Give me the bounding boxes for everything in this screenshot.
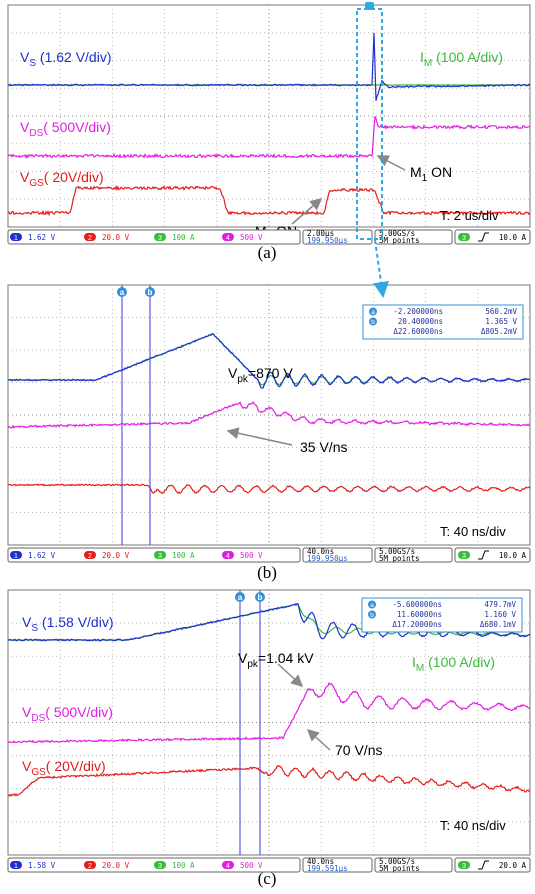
trigger-level: 10.0 A bbox=[499, 233, 527, 242]
label-rest: ( 20V/div) bbox=[46, 758, 106, 774]
waveform-label: 70 V/ns bbox=[335, 742, 382, 758]
scope-panel bbox=[8, 5, 530, 227]
label-rest: ( 20V/div) bbox=[44, 169, 104, 185]
position: 199.950µs bbox=[307, 554, 348, 563]
label-rest: (100 A/div) bbox=[432, 49, 503, 65]
trigger-level: 20.0 A bbox=[499, 861, 527, 870]
channel-id: 1 bbox=[14, 553, 18, 560]
label-main: 35 V/ns bbox=[300, 439, 347, 455]
label-sub: GS bbox=[29, 178, 44, 189]
timebase: T: 40 ns/div bbox=[440, 524, 506, 539]
cursor-marker-label: a bbox=[238, 593, 243, 602]
position: 199.950µs bbox=[307, 236, 348, 245]
channel-scale: 100 A bbox=[172, 233, 195, 242]
record-length: 5M points bbox=[379, 864, 420, 873]
label-rest: ( 500V/div) bbox=[45, 704, 113, 720]
timebase: T: 40 ns/div bbox=[440, 818, 506, 833]
channel-id: 3 bbox=[158, 235, 162, 242]
trigger-source: 3 bbox=[462, 863, 466, 870]
channel-scale: 100 A bbox=[172, 551, 195, 560]
cursor-marker-label: b bbox=[371, 319, 375, 326]
channel-id: 2 bbox=[88, 553, 92, 560]
channel-scale: 500 V bbox=[240, 551, 263, 560]
waveform-label: 35 V/ns bbox=[300, 439, 347, 455]
cursor-marker-label: b bbox=[258, 593, 263, 602]
label-rest: (100 A/div) bbox=[424, 654, 495, 670]
cursor-marker-label: a bbox=[371, 309, 375, 316]
label-sub: M bbox=[416, 663, 424, 674]
label-rest: (1.58 V/div) bbox=[38, 614, 113, 630]
readout-value: 560.2mV bbox=[485, 307, 517, 316]
channel-id: 2 bbox=[88, 863, 92, 870]
channel-id: 1 bbox=[14, 863, 18, 870]
channel-scale: 1.62 V bbox=[28, 551, 56, 560]
label-rest: ON bbox=[427, 164, 452, 180]
trigger-source: 3 bbox=[462, 553, 466, 560]
readout-time: -5.600000ns bbox=[392, 600, 442, 609]
channel-scale: 100 A bbox=[172, 861, 195, 870]
readout-time: 11.60000ns bbox=[397, 610, 442, 619]
label-rest: =870 V bbox=[248, 365, 293, 381]
channel-scale: 500 V bbox=[240, 233, 263, 242]
trigger-source: 3 bbox=[462, 235, 466, 242]
readout-value: Δ680.1mV bbox=[480, 620, 517, 629]
readout-value: 1.365 V bbox=[485, 317, 517, 326]
label-sub: DS bbox=[29, 128, 43, 139]
caption: (c) bbox=[258, 869, 277, 888]
readout-time: -2.200000ns bbox=[393, 307, 443, 316]
record-length: 5M points bbox=[379, 554, 420, 563]
trigger-marker bbox=[365, 2, 374, 10]
readout-value: 479.7mV bbox=[484, 600, 516, 609]
figure: VS (1.62 V/div)IM (100 A/div)VDS( 500V/d… bbox=[0, 0, 535, 894]
status-bar: 11.62 V220.0 V3100 A4500 V40.0ns199.950µ… bbox=[8, 547, 530, 563]
label-rest: =1.04 kV bbox=[258, 650, 314, 666]
channel-scale: 20.0 V bbox=[102, 551, 130, 560]
label-rest: (1.62 V/div) bbox=[36, 49, 111, 65]
readout-value: 1.160 V bbox=[484, 610, 516, 619]
channel-id: 4 bbox=[226, 553, 230, 560]
label-sub: M bbox=[424, 58, 432, 69]
trigger-level: 10.0 A bbox=[499, 551, 527, 560]
channel-scale: 20.0 V bbox=[102, 861, 130, 870]
timebase: T: 2 us/div bbox=[440, 208, 499, 223]
readout-time: Δ17.20000ns bbox=[392, 620, 442, 629]
channel-id: 3 bbox=[158, 863, 162, 870]
channel-scale: 20.0 V bbox=[102, 233, 130, 242]
channel-id: 4 bbox=[226, 863, 230, 870]
label-main: M bbox=[410, 164, 422, 180]
label-rest: ( 500V/div) bbox=[43, 119, 111, 135]
cursor-marker-label: b bbox=[148, 288, 153, 297]
label-main: 70 V/ns bbox=[335, 742, 382, 758]
cursor-marker-label: a bbox=[120, 288, 125, 297]
channel-id: 1 bbox=[14, 235, 18, 242]
channel-scale: 1.62 V bbox=[28, 233, 56, 242]
channel-scale: 1.58 V bbox=[28, 861, 56, 870]
label-sub: DS bbox=[31, 713, 45, 724]
record-length: 5M points bbox=[379, 236, 420, 245]
caption: (a) bbox=[258, 243, 277, 262]
position: 199.591µs bbox=[307, 864, 348, 873]
channel-id: 3 bbox=[158, 553, 162, 560]
cursor-marker-label: b bbox=[370, 612, 374, 619]
channel-id: 2 bbox=[88, 235, 92, 242]
channel-id: 4 bbox=[226, 235, 230, 242]
readout-time: Δ22.60000ns bbox=[393, 327, 443, 336]
cursor-marker-label: a bbox=[370, 602, 374, 609]
readout-value: Δ805.2mV bbox=[481, 327, 518, 336]
label-sub: GS bbox=[31, 767, 46, 778]
readout-time: 20.40000ns bbox=[398, 317, 443, 326]
caption: (b) bbox=[257, 563, 277, 582]
